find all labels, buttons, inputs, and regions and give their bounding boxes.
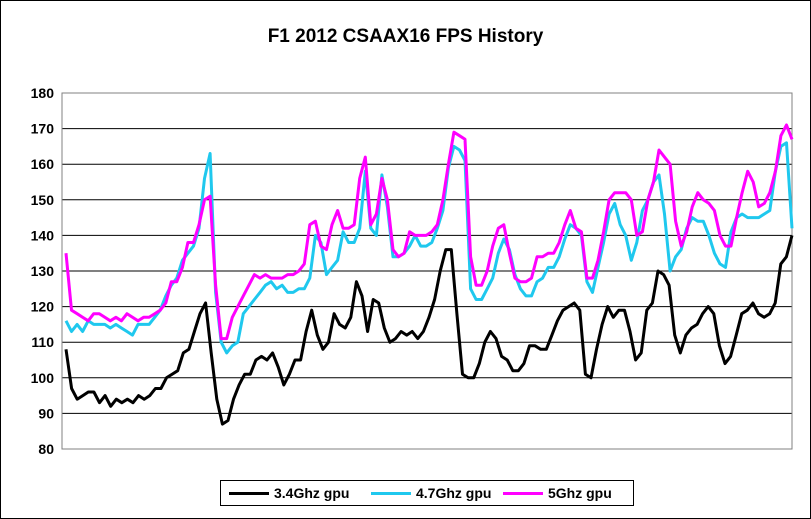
y-tick-label: 130 bbox=[31, 263, 55, 279]
series-lines bbox=[64, 123, 794, 426]
series-line-2 bbox=[64, 141, 794, 355]
series-line-3 bbox=[64, 123, 794, 341]
legend-swatch-series-2 bbox=[371, 491, 411, 495]
y-tick-label: 120 bbox=[31, 299, 55, 315]
legend-label-series-1: 3.4Ghz gpu bbox=[274, 485, 350, 501]
y-tick-label: 110 bbox=[31, 334, 54, 350]
legend-item-series-3: 5Ghz gpu bbox=[503, 481, 612, 505]
legend: 3.4Ghz gpu 4.7Ghz gpu 5Ghz gpu bbox=[220, 480, 634, 506]
series-line-1 bbox=[64, 235, 794, 426]
legend-swatch-series-3 bbox=[503, 491, 543, 495]
y-tick-label: 140 bbox=[31, 227, 55, 243]
legend-label-series-2: 4.7Ghz gpu bbox=[416, 485, 492, 501]
y-tick-label: 90 bbox=[38, 405, 54, 421]
chart-title: F1 2012 CSAAX16 FPS History bbox=[267, 26, 544, 47]
plot-border bbox=[61, 92, 793, 450]
legend-item-series-2: 4.7Ghz gpu bbox=[371, 481, 491, 505]
gridlines bbox=[62, 92, 792, 450]
legend-swatch-series-1 bbox=[229, 491, 269, 495]
y-tick-label: 150 bbox=[31, 192, 55, 208]
legend-label-series-3: 5Ghz gpu bbox=[548, 485, 612, 501]
y-tick-labels: 80 90 100 110 120 130 140 150 160 170 180 bbox=[31, 85, 55, 457]
y-tick-label: 80 bbox=[38, 441, 54, 457]
y-tick-label: 170 bbox=[31, 121, 55, 137]
y-tick-label: 160 bbox=[31, 156, 55, 172]
legend-item-series-1: 3.4Ghz gpu bbox=[229, 481, 349, 505]
y-tick-label: 100 bbox=[31, 370, 55, 386]
y-tick-label: 180 bbox=[31, 85, 55, 101]
